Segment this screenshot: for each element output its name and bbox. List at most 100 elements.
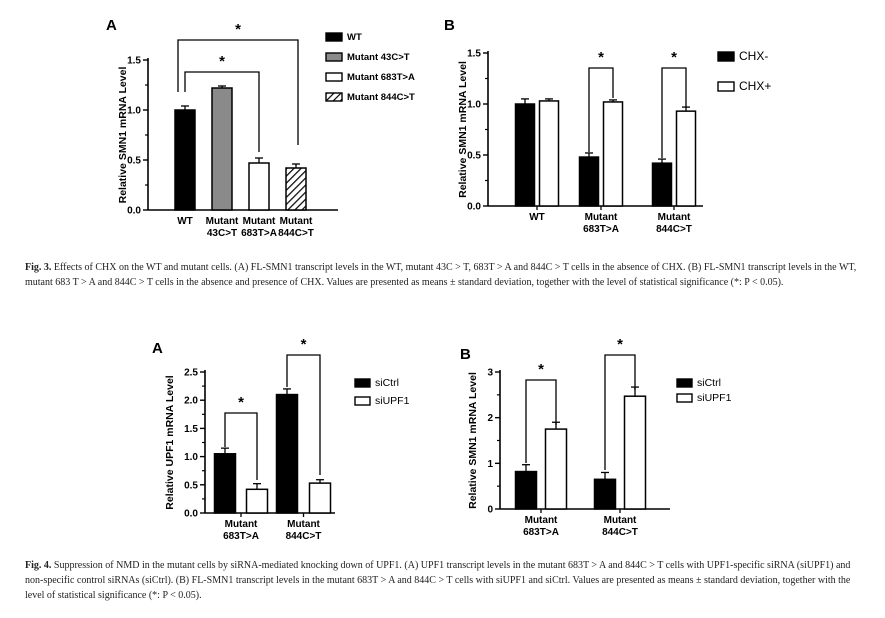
bar bbox=[578, 156, 600, 207]
legend-swatch bbox=[354, 378, 371, 388]
bar bbox=[213, 453, 237, 514]
bar bbox=[602, 101, 624, 207]
fig3-caption-text: Effects of CHX on the WT and mutant cell… bbox=[25, 262, 857, 288]
significance-star: * bbox=[538, 361, 544, 378]
significance-star: * bbox=[301, 336, 307, 353]
x-tick-label: Mutant bbox=[525, 515, 558, 526]
x-tick-label: 683T>A bbox=[241, 228, 277, 239]
y-tick-label: 0.0 bbox=[184, 509, 198, 520]
y-tick-label: 0.5 bbox=[127, 156, 141, 167]
bar bbox=[675, 110, 697, 207]
x-tick-label: Mutant bbox=[604, 515, 637, 526]
significance-bracket bbox=[286, 354, 321, 475]
y-tick-label: 1.5 bbox=[184, 424, 198, 435]
fig4-panel-a-chart: A 0.0 0.5 1.0 1.5 2.0 2.5 Relative UPF1 mRNA Le… bbox=[152, 336, 410, 542]
x-tick-label: 844C>T bbox=[278, 228, 314, 239]
x-tick-label: Mutant bbox=[206, 216, 239, 227]
legend-label: Mutant 844C>T bbox=[347, 92, 415, 103]
y-axis-label: Relative SMN1 mRNA Level bbox=[467, 372, 479, 509]
x-tick-label: 43C>T bbox=[207, 228, 237, 239]
legend-label: siUPF1 bbox=[375, 395, 410, 407]
x-tick-label: Mutant bbox=[585, 212, 618, 223]
y-tick-label: 1.0 bbox=[127, 106, 141, 117]
bar bbox=[538, 100, 560, 207]
significance-bracket bbox=[604, 354, 636, 470]
bar bbox=[285, 167, 307, 211]
significance-bracket bbox=[177, 39, 299, 145]
x-tick-label: 683T>A bbox=[583, 224, 619, 235]
panel-letter: A bbox=[106, 17, 117, 34]
significance-bracket bbox=[184, 71, 260, 152]
significance-star: * bbox=[617, 336, 623, 353]
significance-bracket bbox=[224, 412, 258, 480]
y-tick-label: 2 bbox=[487, 413, 493, 424]
x-tick-label: 844C>T bbox=[602, 527, 638, 538]
legend-label: WT bbox=[347, 32, 362, 43]
x-tick-label: Mutant bbox=[658, 212, 691, 223]
y-tick-label: 1 bbox=[487, 459, 493, 470]
legend-swatch bbox=[354, 396, 371, 406]
significance-star: * bbox=[219, 53, 225, 70]
y-tick-label: 2.5 bbox=[184, 368, 198, 379]
legend-label: siCtrl bbox=[697, 377, 721, 389]
bar bbox=[651, 162, 673, 207]
significance-star: * bbox=[598, 49, 604, 66]
y-tick-label: 1.0 bbox=[467, 100, 481, 111]
x-tick-label: Mutant bbox=[225, 519, 258, 530]
x-tick-label: Mutant bbox=[280, 216, 313, 227]
x-tick-label: Mutant bbox=[243, 216, 276, 227]
x-tick-label: 844C>T bbox=[656, 224, 692, 235]
y-tick-label: 1.5 bbox=[467, 49, 481, 60]
significance-star: * bbox=[671, 49, 677, 66]
bar bbox=[514, 470, 538, 510]
legend-swatch bbox=[325, 92, 343, 102]
bar bbox=[544, 428, 568, 510]
x-tick-label: 683T>A bbox=[223, 531, 259, 542]
legend-label: Mutant 43C>T bbox=[347, 52, 410, 63]
legend-swatch bbox=[676, 378, 693, 388]
y-axis-label: Relative SMN1 mRNA Level bbox=[457, 61, 469, 198]
legend-label: siUPF1 bbox=[697, 392, 732, 404]
significance-bracket bbox=[661, 67, 687, 158]
legend-swatch bbox=[717, 81, 735, 92]
fig4-caption-text: Suppression of NMD in the mutant cells b… bbox=[25, 560, 851, 601]
y-tick-label: 2.0 bbox=[184, 396, 198, 407]
panel-letter: A bbox=[152, 340, 163, 357]
x-tick-label: WT bbox=[177, 216, 193, 227]
fig3-caption-label: Fig. 3. bbox=[25, 262, 52, 273]
y-tick-label: 1.5 bbox=[127, 56, 141, 67]
y-tick-label: 3 bbox=[487, 368, 493, 379]
bar bbox=[623, 395, 647, 510]
bar bbox=[211, 87, 233, 211]
panel-letter: B bbox=[460, 346, 471, 363]
y-tick-label: 0.0 bbox=[127, 206, 141, 217]
y-tick-label: 1.0 bbox=[184, 452, 198, 463]
legend-swatch bbox=[325, 32, 343, 42]
y-tick-label: 0.5 bbox=[184, 480, 198, 491]
bar bbox=[174, 109, 196, 211]
significance-bracket bbox=[588, 67, 614, 152]
legend-label: siCtrl bbox=[375, 377, 399, 389]
y-axis-label: Relative UPF1 mRNA Level bbox=[164, 375, 176, 509]
significance-bracket bbox=[525, 379, 557, 463]
y-tick-label: 0.5 bbox=[467, 151, 481, 162]
x-tick-label: 683T>A bbox=[523, 527, 559, 538]
x-tick-label: WT bbox=[529, 212, 545, 223]
legend-label: CHX+ bbox=[739, 79, 771, 93]
x-tick-label: 844C>T bbox=[286, 531, 322, 542]
bar bbox=[308, 482, 332, 514]
y-axis-label: Relative SMN1 mRNA Level bbox=[117, 67, 129, 204]
legend-swatch bbox=[676, 393, 693, 403]
bar bbox=[248, 162, 270, 211]
fig4-caption: Fig. 4. Suppression of NMD in the mutant… bbox=[25, 558, 865, 603]
fig4-caption-label: Fig. 4. bbox=[25, 560, 52, 571]
legend-swatch bbox=[325, 52, 343, 62]
legend-label: Mutant 683T>A bbox=[347, 72, 415, 83]
legend-swatch bbox=[717, 51, 735, 62]
panel-letter: B bbox=[444, 17, 455, 34]
bar bbox=[514, 103, 536, 207]
significance-star: * bbox=[238, 394, 244, 411]
significance-star: * bbox=[235, 21, 241, 38]
